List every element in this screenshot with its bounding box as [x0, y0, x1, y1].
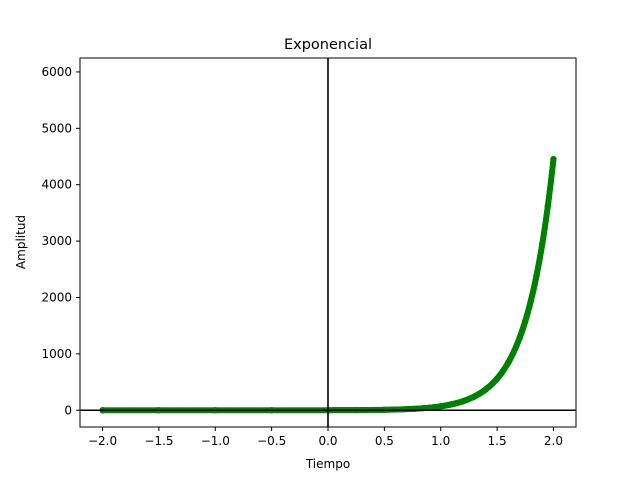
data-point: [482, 386, 490, 393]
x-tick-label: −1.5: [144, 434, 173, 448]
data-point: [460, 397, 467, 405]
y-tick-label: 4000: [41, 178, 72, 192]
x-tick-label: −1.0: [201, 434, 230, 448]
data-point: [409, 405, 416, 413]
x-tick-label: 1.5: [488, 434, 507, 448]
y-tick-label: 6000: [41, 65, 72, 79]
x-tick-label: 0.5: [375, 434, 394, 448]
data-point: [505, 359, 512, 366]
data-point: [493, 375, 501, 382]
data-point: [448, 401, 456, 408]
y-axis-label: Amplitud: [14, 215, 28, 269]
data-point: [533, 272, 540, 279]
x-tick-label: 1.0: [431, 434, 450, 448]
y-tick-label: 3000: [41, 234, 72, 248]
data-point: [516, 334, 523, 342]
x-axis-ticks: −2.0 −1.5 −1.0 −0.5 0.0 0.5 1.0 1.5 2.0: [88, 427, 563, 448]
data-point: [437, 403, 444, 410]
y-axis-ticks: 0 1000 2000 3000 4000 5000 6000: [41, 65, 80, 417]
reference-lines: [80, 58, 576, 427]
data-point: [544, 202, 552, 210]
x-tick-label: −0.5: [257, 434, 286, 448]
data-point: [471, 393, 478, 400]
chart-title: Exponencial: [284, 37, 372, 53]
y-tick-label: 2000: [41, 290, 72, 304]
x-tick-label: 2.0: [544, 434, 563, 448]
x-tick-label: −2.0: [88, 434, 117, 448]
x-tick-label: 0.0: [318, 434, 337, 448]
data-point: [550, 155, 557, 163]
y-tick-label: 5000: [41, 121, 72, 135]
y-tick-label: 0: [64, 403, 72, 417]
y-tick-label: 1000: [41, 347, 72, 361]
data-point: [538, 241, 546, 248]
x-axis-label: Tiempo: [305, 457, 350, 471]
data-point: [522, 317, 529, 325]
data-point: [527, 297, 535, 304]
